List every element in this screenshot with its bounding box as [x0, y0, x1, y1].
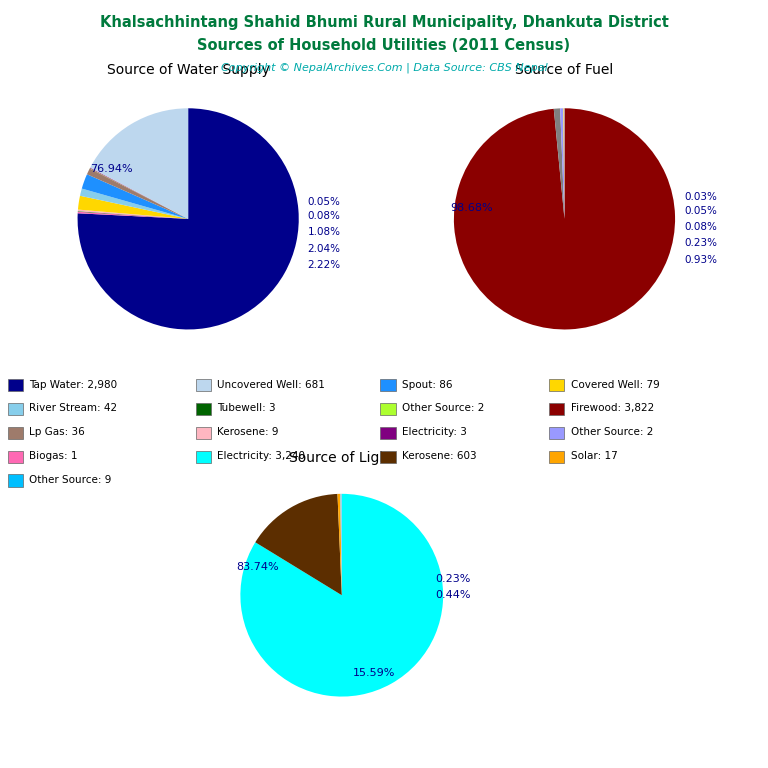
Text: 1.08%: 1.08%: [308, 227, 340, 237]
Text: Tap Water: 2,980: Tap Water: 2,980: [29, 379, 118, 389]
Text: Biogas: 1: Biogas: 1: [29, 451, 78, 461]
Wedge shape: [87, 168, 188, 219]
Text: 2.22%: 2.22%: [308, 260, 341, 270]
Text: 0.23%: 0.23%: [435, 574, 471, 584]
Text: 76.94%: 76.94%: [90, 164, 133, 174]
Text: Firewood: 3,822: Firewood: 3,822: [571, 403, 654, 413]
Text: Uncovered Well: 681: Uncovered Well: 681: [217, 379, 325, 389]
Text: 2.04%: 2.04%: [308, 243, 340, 253]
Text: Covered Well: 79: Covered Well: 79: [571, 379, 660, 389]
Text: 0.05%: 0.05%: [308, 197, 340, 207]
Text: 0.05%: 0.05%: [684, 206, 717, 216]
Wedge shape: [80, 189, 188, 219]
Text: 98.68%: 98.68%: [450, 203, 492, 213]
Text: 0.03%: 0.03%: [684, 192, 717, 202]
Text: Khalsachhintang Shahid Bhumi Rural Municipality, Dhankuta District: Khalsachhintang Shahid Bhumi Rural Munic…: [100, 15, 668, 31]
Wedge shape: [255, 494, 342, 595]
Wedge shape: [340, 494, 342, 595]
Wedge shape: [78, 196, 188, 219]
Text: 0.08%: 0.08%: [308, 210, 340, 220]
Wedge shape: [78, 211, 188, 219]
Wedge shape: [78, 210, 188, 219]
Wedge shape: [78, 212, 188, 219]
Text: River Stream: 42: River Stream: 42: [29, 403, 118, 413]
Text: 0.93%: 0.93%: [684, 255, 717, 265]
Text: Kerosene: 603: Kerosene: 603: [402, 451, 476, 461]
Text: Other Source: 2: Other Source: 2: [402, 403, 484, 413]
Wedge shape: [82, 174, 188, 219]
Wedge shape: [90, 108, 188, 219]
Text: 17.58%: 17.58%: [184, 299, 226, 309]
Text: Kerosene: 9: Kerosene: 9: [217, 427, 279, 437]
Wedge shape: [554, 108, 564, 219]
Text: Electricity: 3: Electricity: 3: [402, 427, 466, 437]
Text: Other Source: 9: Other Source: 9: [29, 475, 111, 485]
Wedge shape: [337, 494, 342, 595]
Text: 15.59%: 15.59%: [353, 668, 396, 678]
Wedge shape: [240, 494, 443, 697]
Text: Tubewell: 3: Tubewell: 3: [217, 403, 276, 413]
Wedge shape: [454, 108, 675, 329]
Text: Sources of Household Utilities (2011 Census): Sources of Household Utilities (2011 Cen…: [197, 38, 571, 54]
Wedge shape: [563, 108, 564, 219]
Wedge shape: [90, 167, 188, 219]
Wedge shape: [90, 167, 188, 219]
Text: Other Source: 2: Other Source: 2: [571, 427, 653, 437]
Title: Source of Fuel: Source of Fuel: [515, 63, 614, 77]
Text: Copyright © NepalArchives.Com | Data Source: CBS Nepal: Copyright © NepalArchives.Com | Data Sou…: [220, 63, 548, 74]
Text: 0.44%: 0.44%: [435, 590, 471, 601]
Title: Source of Light: Source of Light: [290, 451, 394, 465]
Text: Lp Gas: 36: Lp Gas: 36: [29, 427, 85, 437]
Title: Source of Water Supply: Source of Water Supply: [107, 63, 270, 77]
Wedge shape: [78, 108, 299, 329]
Text: 0.23%: 0.23%: [684, 238, 717, 248]
Text: 0.08%: 0.08%: [684, 222, 717, 232]
Wedge shape: [560, 108, 564, 219]
Text: 83.74%: 83.74%: [237, 562, 279, 572]
Wedge shape: [90, 168, 188, 219]
Text: Spout: 86: Spout: 86: [402, 379, 452, 389]
Text: Electricity: 3,240: Electricity: 3,240: [217, 451, 306, 461]
Text: Solar: 17: Solar: 17: [571, 451, 617, 461]
